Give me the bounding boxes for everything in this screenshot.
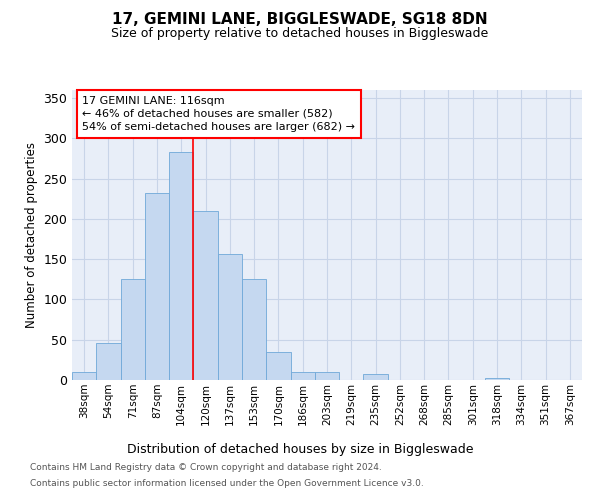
Bar bbox=[121, 278, 145, 380]
Bar bbox=[242, 280, 266, 380]
Text: 17 GEMINI LANE: 116sqm
← 46% of detached houses are smaller (582)
54% of semi-de: 17 GEMINI LANE: 116sqm ← 46% of detached… bbox=[82, 96, 355, 132]
Bar bbox=[218, 254, 242, 380]
Bar bbox=[364, 374, 388, 380]
Bar bbox=[193, 211, 218, 380]
Text: Contains HM Land Registry data © Crown copyright and database right 2024.: Contains HM Land Registry data © Crown c… bbox=[30, 464, 382, 472]
Bar bbox=[72, 372, 96, 380]
Bar bbox=[290, 372, 315, 380]
Text: Contains public sector information licensed under the Open Government Licence v3: Contains public sector information licen… bbox=[30, 478, 424, 488]
Text: Distribution of detached houses by size in Biggleswade: Distribution of detached houses by size … bbox=[127, 442, 473, 456]
Text: 17, GEMINI LANE, BIGGLESWADE, SG18 8DN: 17, GEMINI LANE, BIGGLESWADE, SG18 8DN bbox=[112, 12, 488, 28]
Y-axis label: Number of detached properties: Number of detached properties bbox=[25, 142, 38, 328]
Bar bbox=[96, 343, 121, 380]
Bar bbox=[145, 193, 169, 380]
Bar bbox=[315, 372, 339, 380]
Bar bbox=[485, 378, 509, 380]
Bar bbox=[266, 352, 290, 380]
Text: Size of property relative to detached houses in Biggleswade: Size of property relative to detached ho… bbox=[112, 28, 488, 40]
Bar bbox=[169, 152, 193, 380]
